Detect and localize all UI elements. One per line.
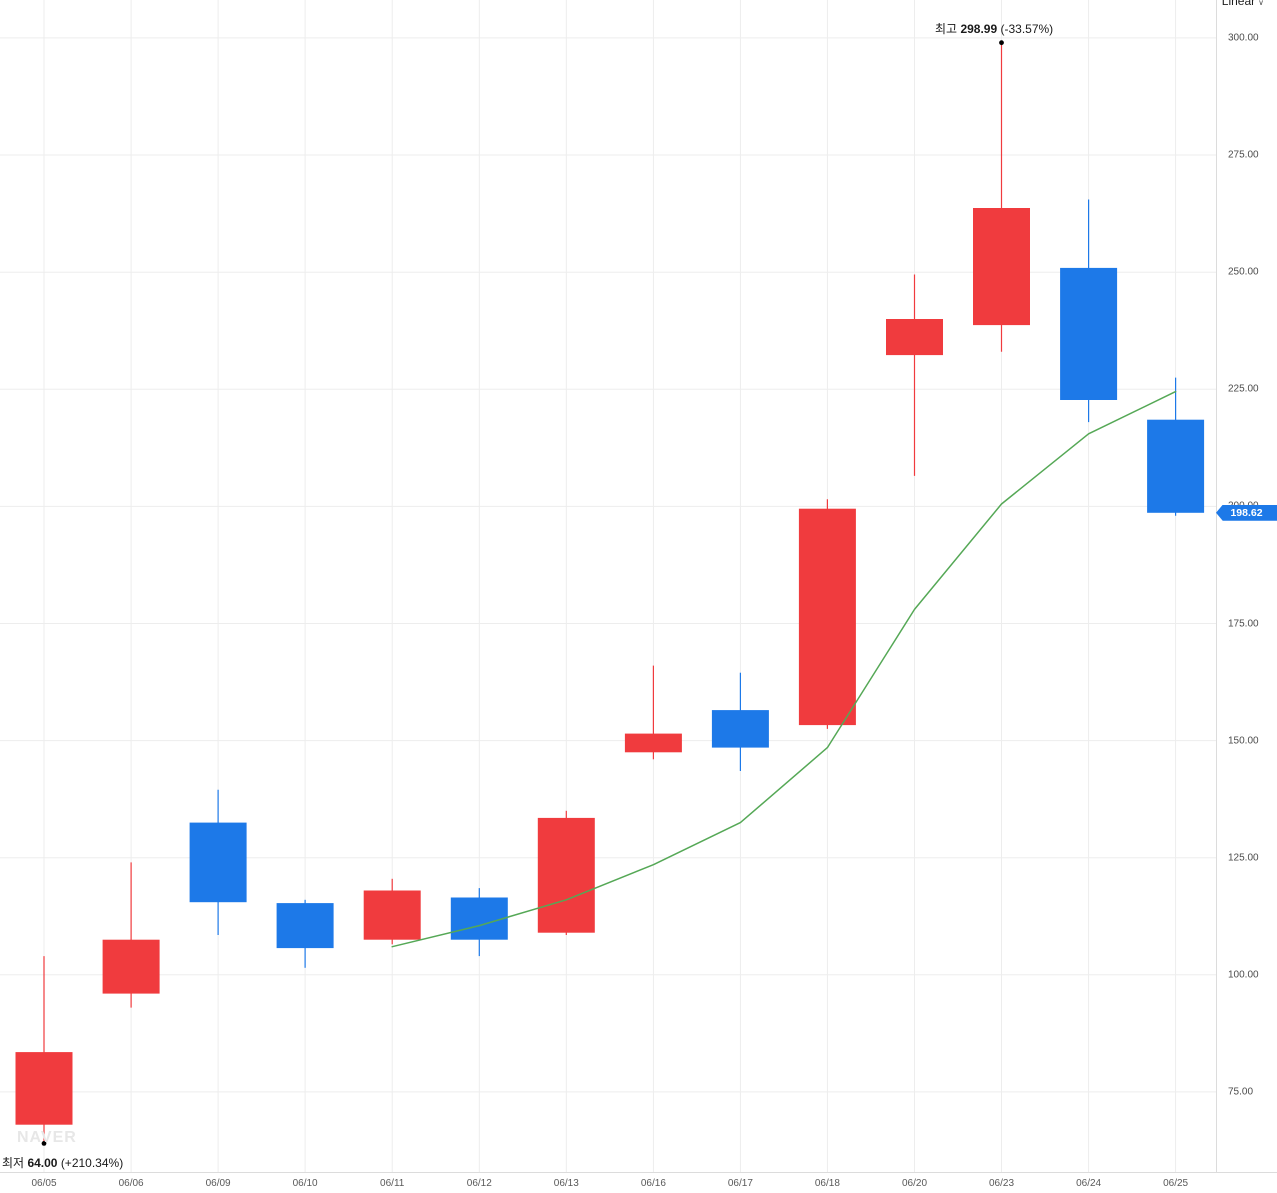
y-axis-label: 75.00 xyxy=(1228,1086,1254,1098)
chart-plot-area[interactable] xyxy=(0,0,1216,1172)
x-axis-label: 06/25 xyxy=(1163,1178,1189,1189)
low-marker xyxy=(41,1141,47,1146)
low-annotation: 최저 64.00 (+210.34%) xyxy=(2,1154,123,1171)
price-axis[interactable]: 300.00275.00250.00225.00200.00175.00150.… xyxy=(1216,0,1277,1172)
high-annotation-label: 최고 xyxy=(935,22,958,36)
x-axis-label: 06/24 xyxy=(1076,1178,1102,1189)
chart-canvas[interactable] xyxy=(0,0,1216,1172)
x-axis-label: 06/11 xyxy=(380,1178,405,1189)
y-axis-label: 175.00 xyxy=(1228,618,1259,629)
candle-06/18 xyxy=(798,499,856,729)
x-axis-label: 06/20 xyxy=(901,1178,928,1189)
candle-06/13 xyxy=(537,810,595,935)
current-price-value: 198.62 xyxy=(1230,506,1263,519)
x-axis-label: 06/17 xyxy=(727,1178,753,1189)
candle-06/17 xyxy=(711,672,769,771)
candle-06/20 xyxy=(886,274,943,476)
scale-selector-label: Linear xyxy=(1221,0,1256,8)
y-axis-label: 100.00 xyxy=(1228,969,1259,981)
candle-06/11 xyxy=(363,878,421,945)
current-price-badge: 198.62 xyxy=(1216,504,1277,521)
candle-06/12 xyxy=(450,888,508,957)
y-axis-label: 300.00 xyxy=(1228,32,1259,44)
low-annotation-label: 최저 xyxy=(2,1156,25,1170)
y-axis-label: 225.00 xyxy=(1228,383,1259,395)
x-axis-label: 06/10 xyxy=(292,1178,318,1189)
low-annotation-value: 64.00 xyxy=(27,1156,58,1170)
y-axis-label: 250.00 xyxy=(1228,266,1259,278)
high-annotation: 최고 298.99 (-33.57%) xyxy=(935,20,1053,37)
candle-06/06 xyxy=(102,862,160,1008)
low-annotation-change: (+210.34%) xyxy=(60,1156,124,1170)
candle-06/05 xyxy=(15,956,73,1144)
naver-watermark: NAVER xyxy=(17,1129,77,1146)
chevron-down-icon: ∨ xyxy=(1258,0,1264,7)
x-axis-label: 06/18 xyxy=(814,1178,840,1189)
x-axis-label: 06/13 xyxy=(553,1178,579,1189)
candle-06/16 xyxy=(624,665,682,760)
high-annotation-change: (-33.57%) xyxy=(1000,22,1054,36)
candle-06/10 xyxy=(276,899,334,968)
high-marker xyxy=(999,40,1004,46)
candle-06/24 xyxy=(1060,199,1118,423)
x-axis-label: 06/16 xyxy=(640,1178,666,1189)
x-axis-label: 06/09 xyxy=(205,1178,231,1189)
x-axis-label: 06/05 xyxy=(31,1178,57,1189)
y-axis-label: 125.00 xyxy=(1228,852,1259,864)
candle-06/23 xyxy=(973,42,1030,352)
high-annotation-value: 298.99 xyxy=(960,22,998,36)
y-axis-label: 275.00 xyxy=(1228,149,1259,161)
candle-06/09 xyxy=(189,789,247,935)
x-axis-label: 06/12 xyxy=(466,1178,492,1189)
scale-selector[interactable]: Linear ∨ xyxy=(1222,0,1264,8)
time-axis[interactable]: 06/05 06/06 06/09 06/10 06/11 06/12 06/13 06/16… xyxy=(0,1172,1277,1193)
x-axis-label: 06/06 xyxy=(118,1178,144,1189)
ma5-line xyxy=(391,390,1177,948)
y-axis-label: 150.00 xyxy=(1228,735,1259,747)
candle-06/25 xyxy=(1147,377,1205,516)
x-axis-label: 06/23 xyxy=(988,1178,1015,1189)
